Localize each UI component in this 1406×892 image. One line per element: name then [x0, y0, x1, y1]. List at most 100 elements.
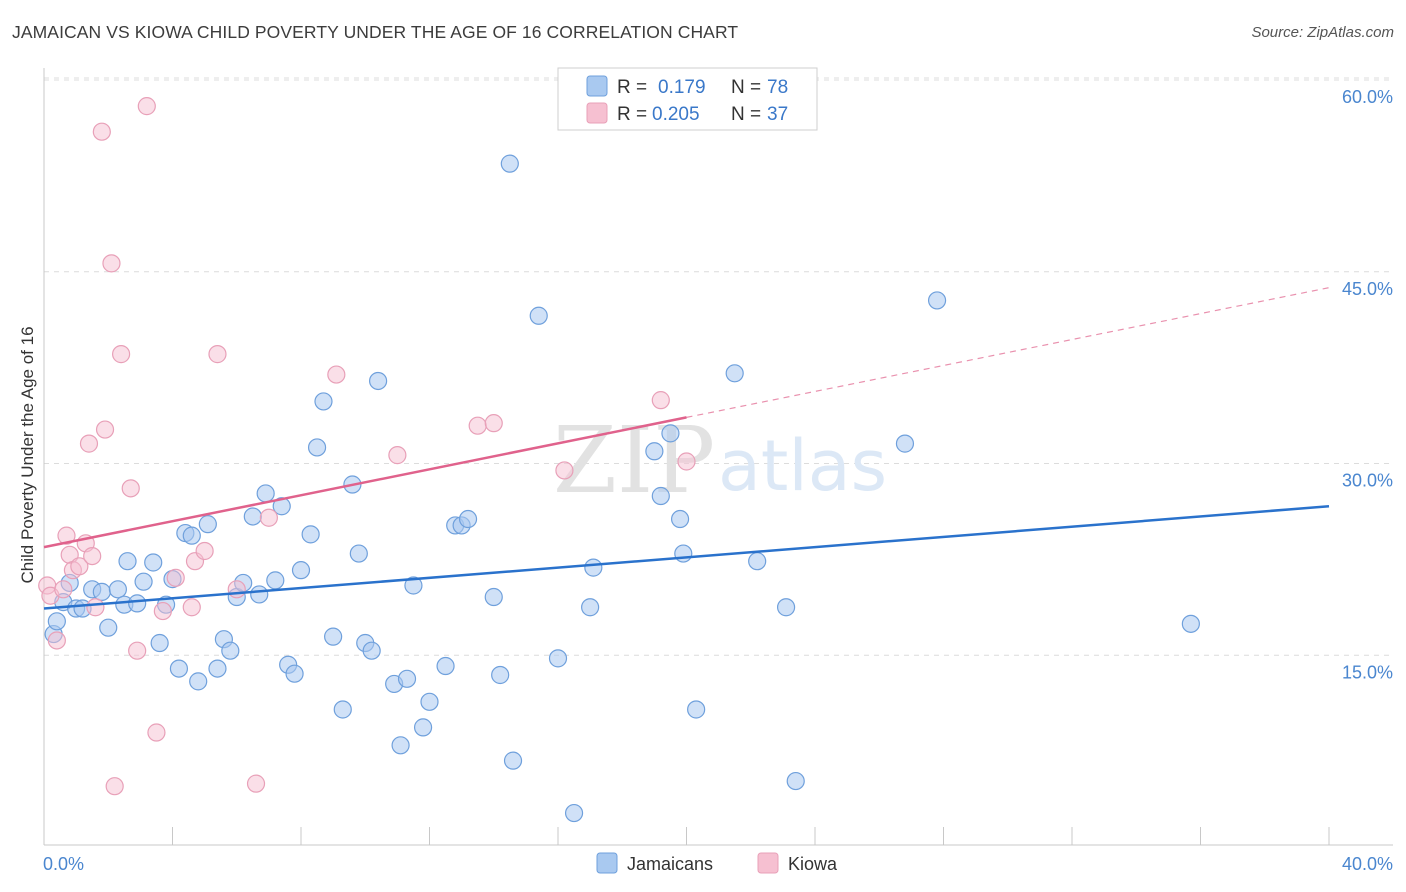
kiowa-point [83, 546, 102, 566]
y-axis-title: Child Poverty Under the Age of 16 [18, 326, 37, 583]
jamaicans-point [674, 544, 693, 563]
kiowa-point [195, 541, 214, 561]
kiowa-point [153, 601, 172, 621]
legend-r-value-kiowa: 0.205 [652, 104, 700, 125]
jamaicans-point [301, 525, 320, 544]
bottom-legend-label-kiowa: Kiowa [788, 854, 838, 874]
jamaicans-point [645, 442, 664, 461]
jamaicans-point [128, 594, 147, 613]
jamaicans-point [108, 580, 127, 599]
jamaicans-point [584, 558, 603, 577]
jamaicans-point [661, 424, 680, 443]
jamaicans-point [99, 618, 118, 637]
jamaicans-point [491, 665, 510, 685]
jamaicans-point [651, 486, 670, 506]
kiowa-point [166, 568, 185, 587]
legend-swatch-jamaicans [586, 75, 608, 97]
jamaicans-point [134, 572, 153, 591]
watermark: ZIP atlas [553, 407, 887, 514]
jamaicans-point [291, 561, 311, 580]
jamaicans-point [47, 612, 66, 631]
jamaicans-point [256, 484, 275, 503]
bottom-legend-swatch-jamaicans [596, 852, 618, 874]
kiowa-point [128, 641, 147, 660]
jamaicans-point [503, 751, 523, 770]
jamaicans-point [243, 507, 262, 526]
kiowa-point [95, 420, 115, 439]
chart-source: Source: ZipAtlas.com [1251, 24, 1394, 41]
jamaicans-point [687, 700, 706, 719]
kiowa-point [555, 461, 574, 480]
jamaicans-point [182, 526, 201, 545]
kiowa-point [677, 452, 696, 471]
legend-r-label-jamaicans: R = [617, 77, 647, 98]
jamaicans-point [725, 364, 744, 383]
jamaicans-point [285, 664, 304, 683]
jamaicans-point [927, 291, 947, 310]
jamaicans-point [484, 587, 503, 607]
jamaicans-point [266, 571, 285, 590]
kiowa-point [137, 97, 156, 116]
bottom-legend-swatch-kiowa [757, 852, 779, 874]
jamaicans-point [436, 656, 455, 676]
jamaicans-point [349, 544, 368, 563]
kiowa-point [111, 345, 131, 364]
y-tick-label: 15.0% [1342, 662, 1393, 682]
kiowa-trend-line-extension [686, 287, 1330, 418]
jamaicans-point [314, 392, 333, 411]
jamaicans-point [397, 669, 417, 688]
axes [43, 68, 1393, 846]
y-tick-labels: 15.0% 30.0% 45.0% 60.0% [1342, 87, 1393, 682]
kiowa-trend-line [43, 416, 687, 549]
jamaicans-point [1181, 614, 1200, 633]
jamaicans-point [776, 598, 796, 617]
kiowa-point [86, 598, 105, 617]
series-kiowa [38, 97, 696, 796]
bottom-legend: Jamaicans Kiowa [596, 852, 838, 874]
kiowa-point [79, 434, 99, 453]
gridlines [44, 77, 1393, 656]
kiowa-point [208, 345, 227, 364]
x-tick-label-min: 0.0% [43, 854, 84, 874]
legend-n-label-jamaicans: N = [731, 77, 761, 98]
kiowa-point [92, 122, 111, 141]
kiowa-point [105, 777, 124, 796]
jamaicans-point [670, 509, 690, 529]
jamaicans-point [169, 659, 189, 678]
jamaicans-point [786, 771, 805, 791]
jamaicans-point [324, 627, 343, 646]
y-tick-label: 45.0% [1342, 279, 1393, 299]
jamaicans-point [118, 552, 137, 571]
jamaicans-point [391, 736, 410, 755]
kiowa-point [121, 479, 140, 498]
jamaicans-point [895, 434, 915, 453]
kiowa-point [147, 723, 166, 742]
y-tick-label: 60.0% [1342, 87, 1393, 107]
chart-title: JAMAICAN VS KIOWA CHILD POVERTY UNDER TH… [12, 22, 739, 42]
legend: R = 0.179 N = 78 R = 0.205 N = 37 [557, 67, 818, 131]
legend-swatch-kiowa [586, 102, 608, 124]
kiowa-point [468, 416, 487, 435]
x-tick-label-max: 40.0% [1342, 854, 1393, 874]
jamaicans-point [369, 371, 388, 391]
kiowa-point [102, 254, 121, 273]
legend-n-value-kiowa: 37 [767, 104, 788, 125]
kiowa-point [484, 414, 503, 433]
jamaicans-point [189, 672, 208, 691]
jamaicans-point [500, 154, 519, 173]
jamaicans-point [529, 306, 548, 325]
kiowa-point [47, 631, 66, 650]
kiowa-point [327, 365, 346, 384]
jamaicans-point [748, 552, 767, 571]
jamaicans-point [221, 641, 240, 660]
jamaicans-point [564, 803, 584, 823]
jamaicans-point [144, 553, 163, 572]
kiowa-point [54, 580, 73, 599]
jamaicans-point [458, 509, 478, 529]
kiowa-point [651, 391, 670, 410]
bottom-legend-label-jamaicans: Jamaicans [627, 854, 713, 874]
y-tick-label: 30.0% [1342, 471, 1393, 491]
jamaicans-point [548, 649, 568, 668]
kiowa-point [246, 774, 266, 793]
